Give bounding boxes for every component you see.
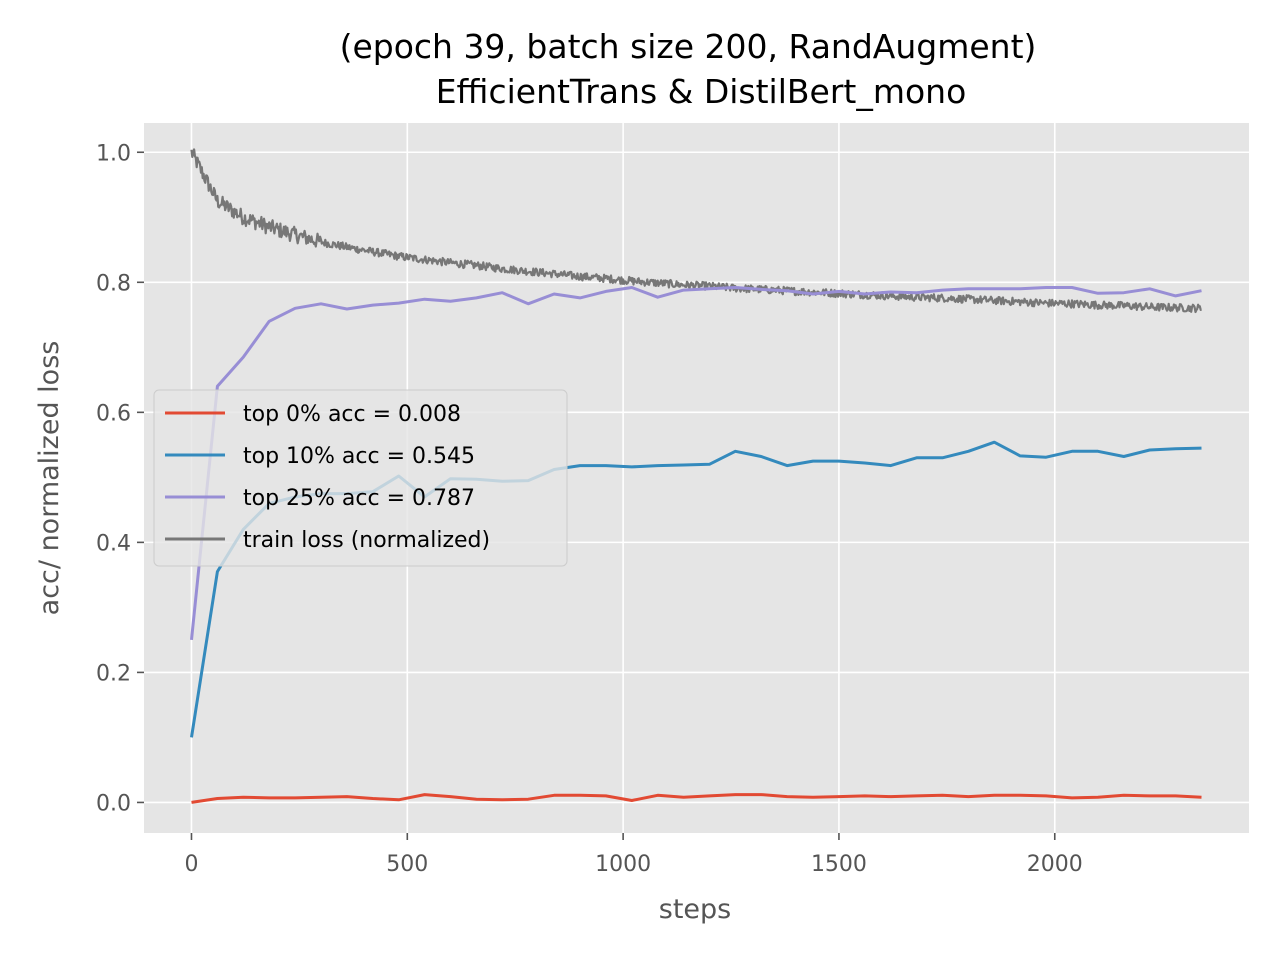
x-tick-label: 500 [386, 852, 428, 877]
legend-box [153, 389, 568, 567]
legend-label-train-loss: train loss (normalized) [243, 528, 490, 553]
chart-title-line-1: (epoch 39, batch size 200, RandAugment) [340, 27, 1037, 66]
chart-title-line-2: EfficientTrans & DistilBert_mono [436, 72, 967, 111]
y-tick-label: 0.2 [96, 661, 131, 686]
x-tick-label: 2000 [1027, 852, 1083, 877]
series-layer [190, 148, 1202, 804]
y-axis-label: acc/ normalized loss [34, 341, 65, 616]
series-train-loss [190, 148, 1202, 314]
x-tick-label: 1000 [595, 852, 651, 877]
y-tick-label: 0.6 [96, 401, 131, 426]
x-tick-label: 0 [184, 852, 198, 877]
legend-label-top25: top 25% acc = 0.787 [243, 486, 475, 511]
series-top0-acc [191, 793, 1202, 804]
series-top25-acc [190, 286, 1202, 641]
y-tick-label: 0.4 [96, 531, 131, 556]
legend: top 0% acc = 0.008 top 10% acc = 0.545 t… [153, 389, 568, 567]
y-tick-label: 0.8 [96, 271, 131, 296]
x-tick-label: 1500 [811, 852, 867, 877]
legend-label-top10: top 10% acc = 0.545 [243, 444, 475, 469]
legend-label-top0: top 0% acc = 0.008 [243, 402, 461, 427]
x-axis-label: steps [659, 894, 731, 925]
y-tick-label: 0.0 [96, 791, 131, 816]
y-tick-label: 1.0 [96, 141, 131, 166]
ticks: 0 500 1000 1500 2000 0.0 0.2 0.4 0.6 0.8 1.0 [96, 141, 1083, 877]
